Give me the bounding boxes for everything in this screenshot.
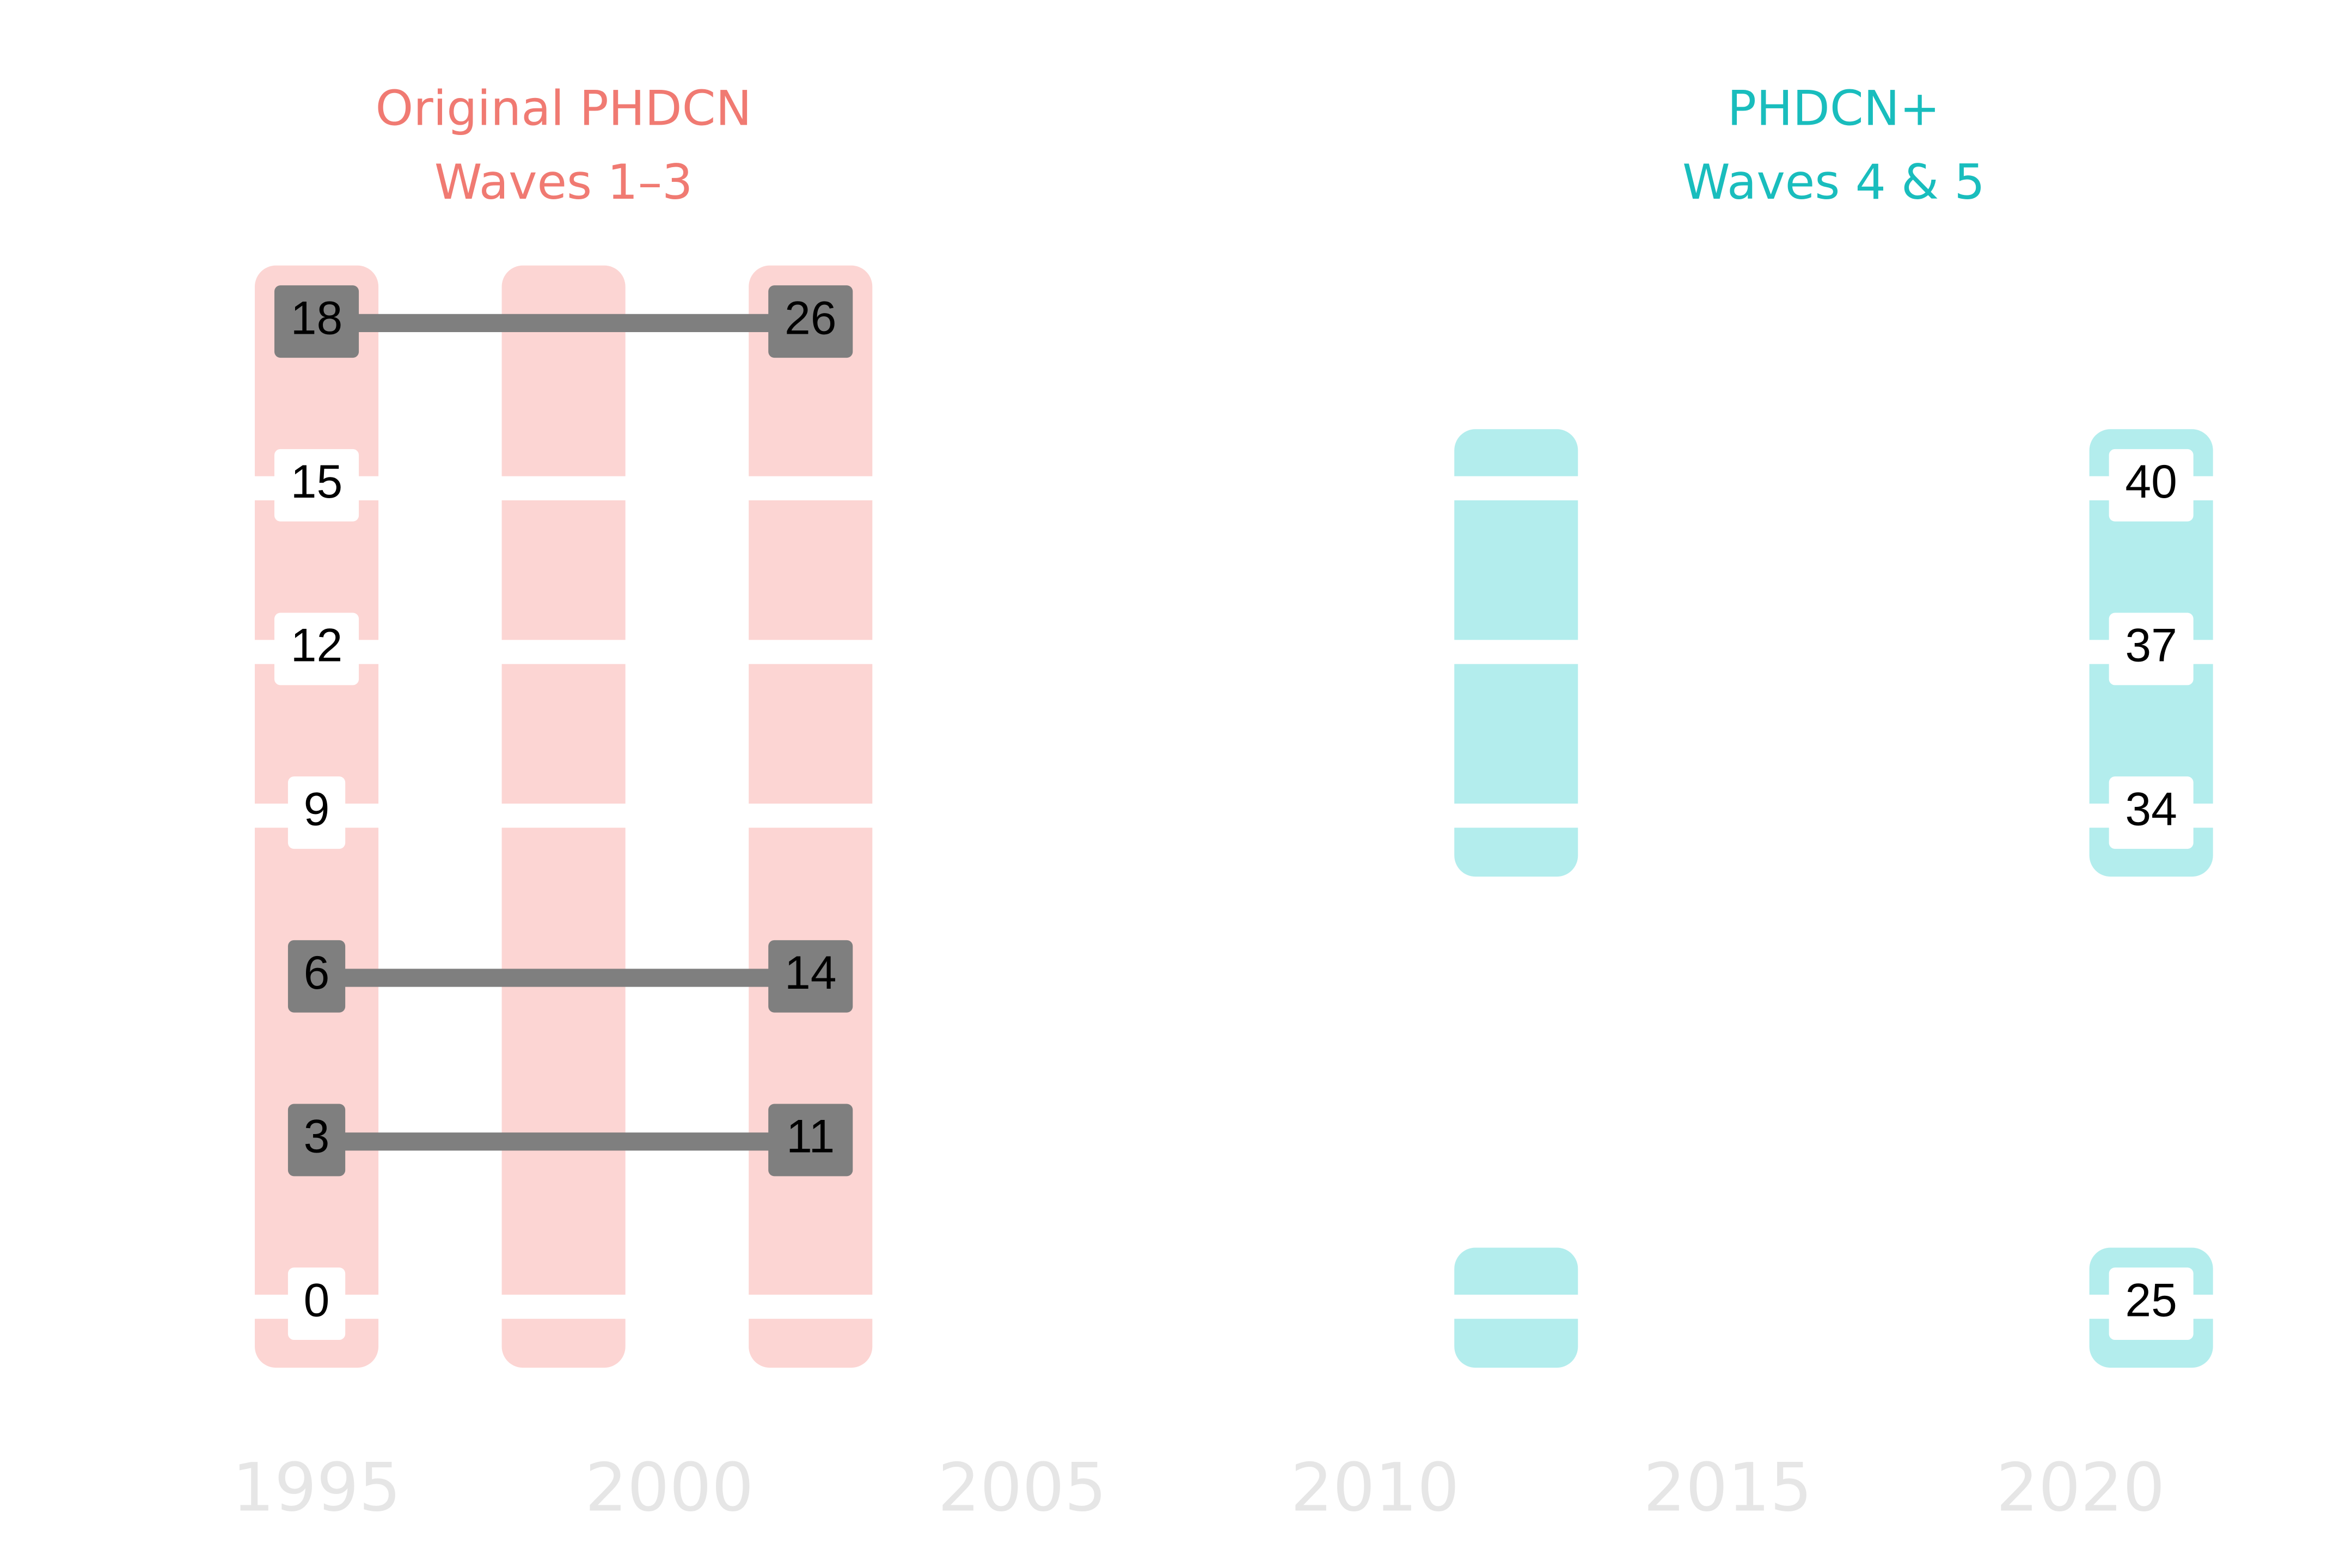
label-box (2109, 612, 2194, 685)
link-box (287, 1104, 346, 1177)
link-label: 6 (304, 947, 330, 999)
followed-stripe (246, 640, 2222, 664)
label-box (287, 776, 346, 849)
label-box (2109, 449, 2194, 522)
link-box (274, 285, 359, 358)
x-tick-label: 2015 (1644, 1449, 1812, 1527)
x-tick-label: 2005 (938, 1449, 1107, 1527)
x-tick-label: 1995 (232, 1449, 401, 1527)
link-label: 3 (304, 1111, 330, 1163)
label-box (274, 449, 359, 522)
value-label: 25 (2125, 1274, 2177, 1326)
link-label: 11 (786, 1111, 835, 1163)
link-label: 14 (785, 947, 836, 999)
x-tick-label: 2010 (1291, 1449, 1460, 1527)
followed-stripe (246, 476, 2222, 500)
label-box (2109, 776, 2194, 849)
x-tick-label: 2000 (585, 1449, 754, 1527)
value-label: 37 (2125, 620, 2177, 672)
value-label: 15 (291, 456, 342, 508)
value-label: 40 (2125, 456, 2177, 508)
value-label: 0 (304, 1274, 330, 1326)
label-box (2109, 1267, 2194, 1340)
link-box (768, 1104, 853, 1177)
group-title: PHDCN+ (1728, 80, 1940, 136)
link-box (768, 285, 853, 358)
x-tick-label: 2020 (1996, 1449, 2165, 1527)
value-label: 12 (291, 620, 342, 672)
link-label: 18 (291, 292, 342, 344)
link-box (287, 940, 346, 1013)
followed-stripe (246, 804, 2222, 828)
label-box (274, 612, 359, 685)
followed-stripe (246, 1294, 2222, 1319)
value-label: 34 (2125, 783, 2177, 835)
link-box (768, 940, 853, 1013)
group-title: Waves 1–3 (434, 154, 693, 210)
value-label: 9 (304, 783, 330, 835)
group-title: Waves 4 & 5 (1682, 154, 1985, 210)
label-box (287, 1267, 346, 1340)
group-title: Original PHDCN (375, 80, 751, 136)
link-label: 26 (785, 292, 836, 344)
